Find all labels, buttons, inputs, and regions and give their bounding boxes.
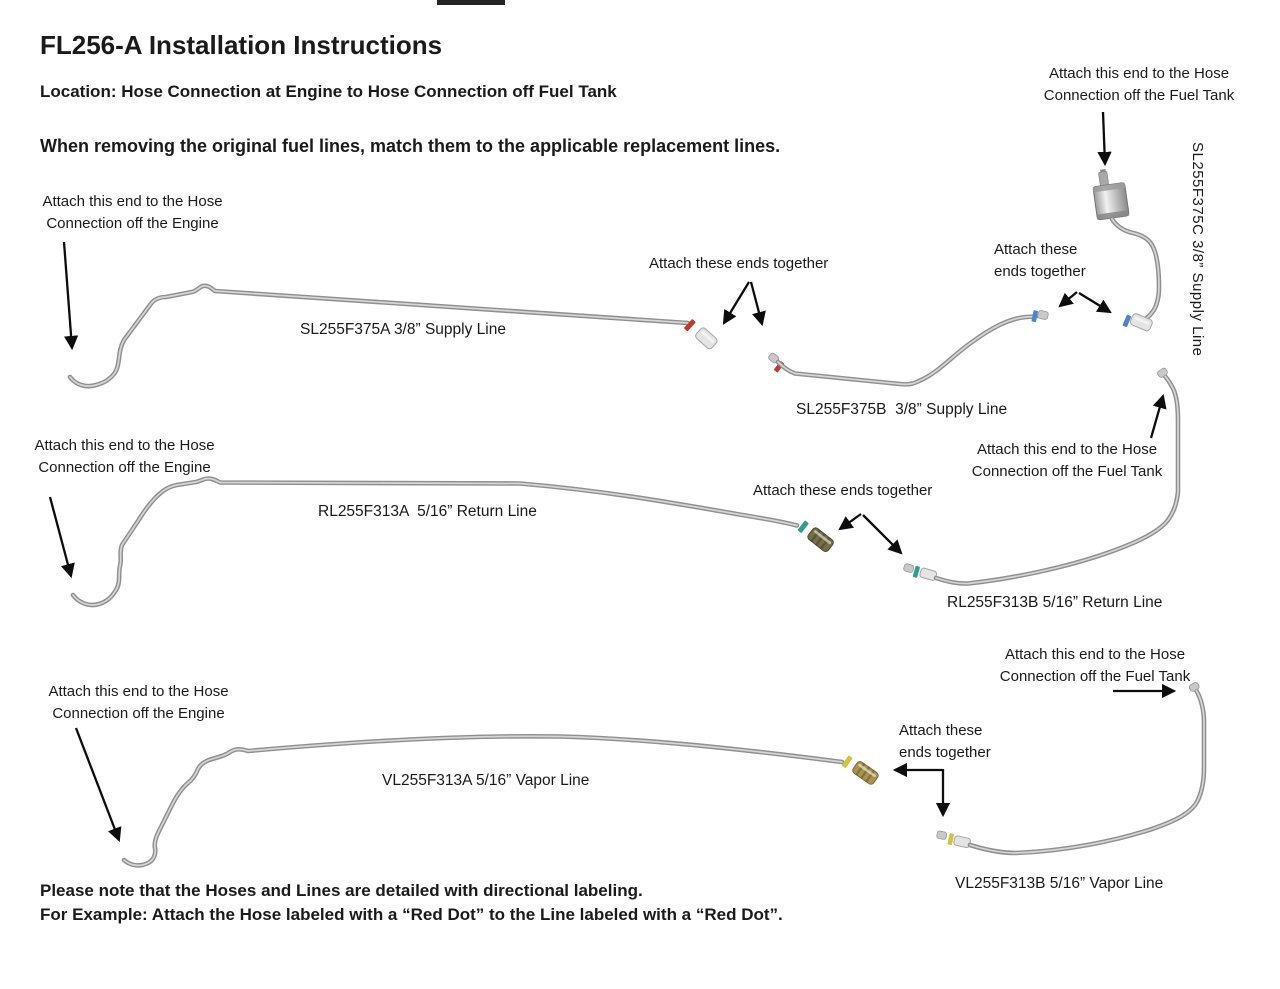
return-line-a-tube — [70, 476, 800, 608]
callout-engine-return: Attach this end to the Hose Connection o… — [34, 437, 215, 476]
return-line-b-tube — [903, 367, 1181, 586]
arrow-together-supply-bc-right — [1078, 292, 1112, 314]
removal-instruction-line: When removing the original fuel lines, m… — [40, 136, 781, 156]
vapor-line-a-yellow-dot-connector — [841, 755, 879, 785]
fuel-filter — [1092, 168, 1130, 221]
callout-together-supply-ab: Attach these ends together — [649, 255, 829, 272]
return-line-a-green-dot-connector — [797, 520, 834, 552]
arrow-together-supply-bc-left — [1058, 291, 1078, 308]
arrow-tank-supply — [1097, 111, 1112, 167]
vapor-line-a-tube — [121, 733, 845, 868]
callout-engine-supply: Attach this end to the Hose Connection o… — [42, 193, 223, 232]
return-line-b-label: RL255F313B 5/16” Return Line — [947, 594, 1163, 611]
callout-tank-supply: Attach this end to the Hose Connection o… — [1043, 65, 1235, 104]
supply-line-b-tube — [768, 310, 1049, 387]
arrow-engine-vapor — [74, 727, 122, 842]
callout-together-return: Attach these ends together — [753, 482, 933, 499]
callout-tank-vapor: Attach this end to the Hose Connection o… — [999, 646, 1191, 685]
vapor-line-a-label: VL255F313A 5/16” Vapor Line — [382, 772, 590, 789]
note-line-2: For Example: Attach the Hose labeled wit… — [40, 905, 783, 924]
page-top-crop-bar — [437, 0, 505, 5]
supply-line-a-red-dot-connector — [684, 319, 718, 350]
supply-line-c-tube — [1109, 216, 1162, 324]
arrow-together-return-left — [838, 513, 862, 531]
callout-engine-vapor: Attach this end to the Hose Connection o… — [48, 683, 229, 722]
callout-together-vapor: Attach these ends together — [899, 722, 991, 761]
note-line-1: Please note that the Hoses and Lines are… — [40, 881, 643, 900]
callout-tank-return: Attach this end to the Hose Connection o… — [971, 441, 1163, 480]
arrow-together-vapor-elbow — [892, 762, 951, 818]
page-title: FL256-A Installation Instructions — [40, 30, 443, 60]
vapor-line-b-label: VL255F313B 5/16” Vapor Line — [955, 875, 1164, 892]
arrow-together-supply-ab-left — [722, 281, 750, 325]
vapor-line-b-tube — [936, 681, 1207, 856]
supply-line-b-label: SL255F375B 3/8” Supply Line — [796, 401, 1008, 418]
return-line-a-label: RL255F313A 5/16” Return Line — [318, 503, 537, 520]
callout-together-supply-bc: Attach these ends together — [994, 241, 1086, 280]
supply-line-a-tube — [67, 283, 691, 389]
arrow-together-supply-ab-right — [749, 281, 766, 327]
arrow-engine-supply — [62, 241, 79, 351]
arrow-tank-return — [1149, 393, 1167, 439]
location-line: Location: Hose Connection at Engine to H… — [40, 82, 617, 101]
arrow-together-return-right — [862, 514, 903, 555]
supply-line-c-blue-dot-connector — [1122, 313, 1153, 332]
supply-line-a-label: SL255F375A 3/8” Supply Line — [300, 321, 506, 338]
arrow-engine-return — [48, 496, 75, 579]
supply-line-c-label: SL255F375C 3/8” Supply Line — [1189, 142, 1206, 357]
